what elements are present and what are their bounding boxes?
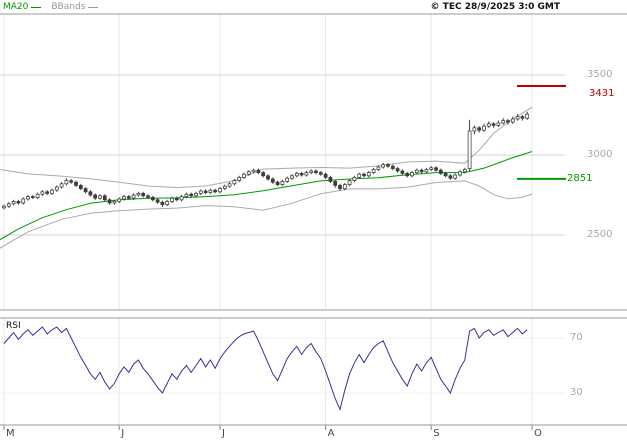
chart-legend: MA20 BBands (3, 2, 99, 12)
ma20-line-swatch (31, 6, 42, 8)
price-axis-label: 3000 (587, 149, 613, 160)
month-label: M (6, 428, 15, 439)
price-axis-label: 3500 (587, 69, 613, 80)
copyright-text: © TEC 28/9/2025 3:0 GMT (430, 2, 560, 12)
rsi-axis-label: 70 (570, 332, 583, 343)
month-label: S (433, 428, 440, 439)
legend-bbands-label: BBands (51, 2, 86, 12)
resistance-level-label: 3431 (589, 88, 615, 100)
month-label: A (327, 428, 335, 439)
price-axis-label: 2500 (587, 229, 613, 240)
legend-item-ma20: MA20 (3, 2, 42, 12)
rsi-panel-label: RSI (6, 321, 21, 331)
rsi-axis-label: 30 (570, 387, 583, 398)
month-label: J (222, 428, 225, 439)
bbands-line-swatch (88, 6, 99, 8)
month-label: J (121, 428, 125, 439)
legend-ma20-label: MA20 (3, 2, 29, 12)
legend-item-bbands: BBands (51, 2, 99, 12)
support-level-label: 2851 (567, 172, 593, 184)
month-label: O (534, 428, 542, 439)
